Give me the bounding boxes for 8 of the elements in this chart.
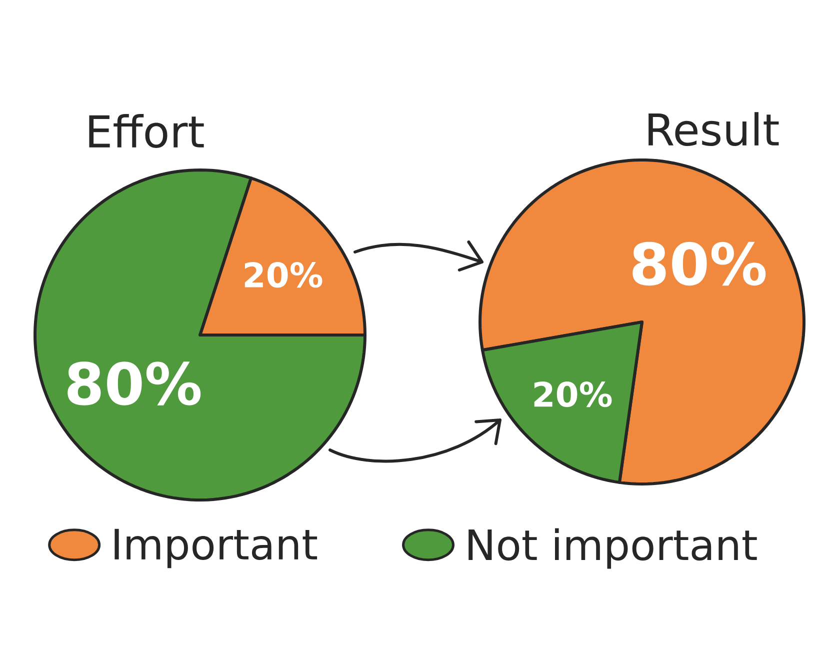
legend-label: Not important — [468, 528, 757, 569]
data-label: 80% — [632, 242, 766, 286]
data-label: 80% — [68, 362, 201, 406]
chart-title: Effort — [89, 114, 204, 148]
legend-label: Important — [114, 528, 318, 568]
data-label: 20% — [244, 262, 322, 288]
data-label: 20% — [534, 381, 612, 408]
chart-title: Result — [648, 112, 779, 146]
